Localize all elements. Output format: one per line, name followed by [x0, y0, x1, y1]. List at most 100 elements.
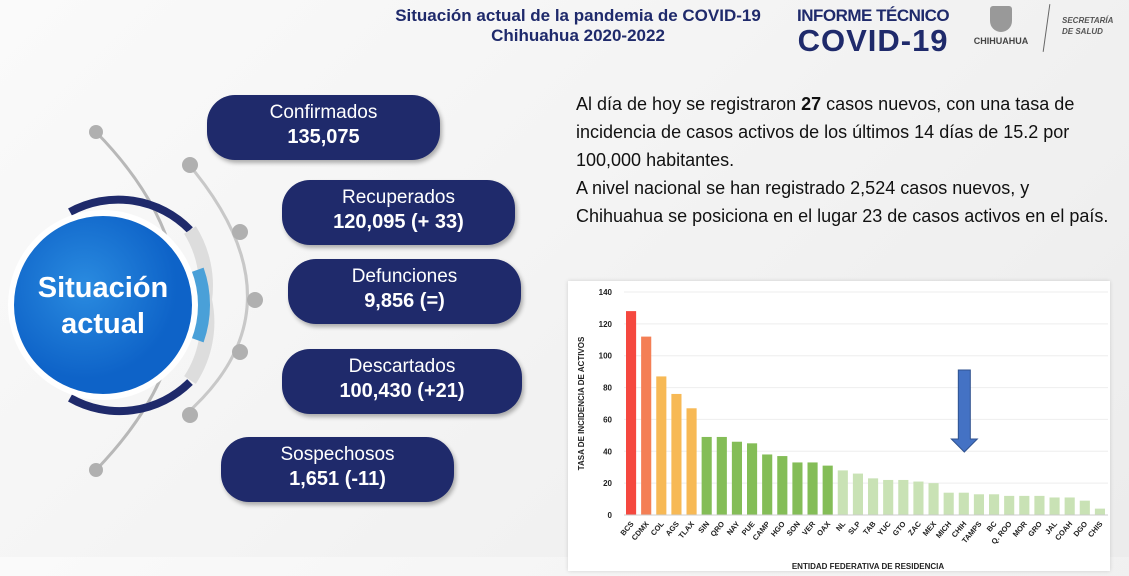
shield-icon — [990, 6, 1012, 32]
y-axis-label: TASA DE INCIDENCIA DE ACTIVOS — [577, 336, 586, 470]
stat-sospechosos: Sospechosos 1,651 (-11) — [221, 437, 454, 502]
bar-tlax — [686, 408, 697, 515]
bar-ags — [671, 393, 682, 515]
bar-yuc — [883, 479, 894, 515]
bar-nay — [731, 441, 742, 515]
x-tick-label: OAX — [815, 520, 832, 538]
bar-zac — [913, 481, 924, 515]
bar-pue — [747, 443, 758, 515]
y-tick-label: 0 — [608, 511, 613, 520]
x-tick-label: MICH — [934, 520, 953, 540]
x-tick-label: NAY — [725, 520, 742, 537]
x-tick-label: QRO — [708, 519, 726, 538]
bar-chih — [958, 492, 969, 515]
chihuahua-logo: CHIHUAHUA — [968, 6, 1034, 46]
p1-text-rest: casos nuevos, con una tasa de incidencia… — [576, 94, 1075, 170]
summary-p1: Al día de hoy se registraron 27 casos nu… — [576, 90, 1116, 174]
stat-label: Defunciones — [351, 266, 458, 287]
x-tick-label: TLAX — [677, 520, 696, 541]
bar-hgo — [777, 456, 788, 515]
stat-recuperados: Recuperados 120,095 (+ 33) — [282, 180, 515, 245]
x-tick-label: CDMX — [630, 520, 651, 543]
bar-mor — [1019, 495, 1030, 515]
stat-defunciones: Defunciones 9,856 (=) — [288, 259, 521, 324]
secretaria-logo: SECRETARÍA DE SALUD — [1062, 15, 1113, 37]
stat-value: 120,095 (+ 33) — [333, 211, 464, 233]
x-tick-label: GTO — [891, 519, 908, 537]
x-tick-label: CAMP — [751, 520, 772, 543]
chihuahua-text: CHIHUAHUA — [973, 36, 1029, 46]
report-title: Situación actual de la pandemia de COVID… — [372, 6, 784, 46]
bar-qroo — [1004, 495, 1015, 515]
x-tick-label: COL — [649, 519, 666, 537]
y-tick-label: 80 — [603, 384, 612, 393]
bar-coah — [1064, 497, 1075, 515]
y-tick-label: 120 — [599, 320, 613, 329]
stat-label: Descartados — [348, 356, 456, 377]
bar-nl — [837, 470, 848, 515]
bar-col — [656, 376, 667, 515]
y-tick-label: 40 — [603, 447, 612, 456]
bar-camp — [762, 454, 773, 515]
bar-cdmx — [641, 336, 652, 515]
x-tick-label: COAH — [1053, 520, 1074, 543]
stat-label: Recuperados — [341, 187, 456, 208]
x-tick-label: TAB — [861, 519, 878, 537]
bar-mex — [928, 483, 939, 515]
bar-jal — [1049, 497, 1060, 515]
situacion-actual-circle: Situación actual — [11, 270, 195, 342]
stat-value: 9,856 (=) — [364, 290, 445, 312]
stat-value: 135,075 — [287, 126, 360, 148]
bar-dgo — [1079, 500, 1090, 515]
covid-text: COVID-19 — [797, 23, 949, 58]
divider — [1042, 4, 1051, 52]
bar-bc — [989, 494, 1000, 515]
summary-p2: A nivel nacional se han registrado 2,524… — [576, 178, 1109, 226]
stat-label: Confirmados — [269, 102, 378, 123]
chart-card: 0 20 40 60 80 100 120 140 TASA DE INCIDENCIA DE … — [568, 281, 1110, 571]
bar-tab — [868, 478, 879, 515]
secretaria-text: SECRETARÍA — [1062, 16, 1114, 25]
informe-text: INFORME TÉCNICO — [797, 6, 950, 25]
bar-ver — [807, 462, 818, 515]
bar-tamps — [973, 494, 984, 515]
bar-oax — [822, 465, 833, 515]
x-tick-label: CHIS — [1086, 520, 1104, 540]
bar-chis — [1094, 508, 1105, 515]
x-tick-label: SON — [785, 520, 802, 538]
x-tick-label: VER — [800, 519, 817, 537]
bar-gto — [898, 479, 909, 515]
x-tick-label: YUC — [876, 519, 893, 537]
summary-text: Al día de hoy se registraron 27 casos nu… — [576, 90, 1116, 230]
y-tick-label: 140 — [599, 288, 613, 297]
stat-value: 1,651 (-11) — [289, 468, 386, 490]
informe-logo: INFORME TÉCNICO COVID-19 — [797, 6, 950, 58]
bar-son — [792, 462, 803, 515]
circle-line-2: actual — [61, 308, 145, 340]
x-tick-label: HGO — [769, 519, 787, 538]
x-tick-label: SLP — [846, 520, 862, 537]
y-tick-label: 20 — [603, 479, 612, 488]
bar-gro — [1034, 495, 1045, 515]
bar-qro — [716, 436, 727, 515]
title-line-1: Situación actual de la pandemia de COVID… — [395, 6, 761, 25]
new-cases-count: 27 — [801, 94, 822, 114]
y-tick-label: 100 — [599, 352, 613, 361]
stat-label: Sospechosos — [280, 444, 395, 465]
bar-bcs — [626, 311, 637, 515]
stat-value: 100,430 (+21) — [339, 380, 465, 402]
bar-slp — [852, 473, 863, 515]
x-tick-label: ZAC — [906, 519, 923, 537]
salud-text: DE SALUD — [1062, 27, 1103, 36]
y-tick-label: 60 — [603, 415, 612, 424]
incidence-bar-chart: 0 20 40 60 80 100 120 140 TASA DE INCIDENCIA DE … — [577, 288, 1108, 571]
bar-mich — [943, 492, 954, 515]
diagram-connectors — [8, 125, 263, 477]
stat-descartados: Descartados 100,430 (+21) — [282, 349, 522, 414]
x-tick-label: DGO — [1071, 519, 1089, 538]
x-axis-label: ENTIDAD FEDERATIVA DE RESIDENCIA — [792, 562, 945, 571]
x-tick-label: MOR — [1011, 519, 1030, 539]
p1-text: Al día de hoy se registraron — [576, 94, 802, 114]
x-tick-label: GRO — [1026, 519, 1044, 538]
stat-confirmados: Confirmados 135,075 — [207, 95, 440, 160]
